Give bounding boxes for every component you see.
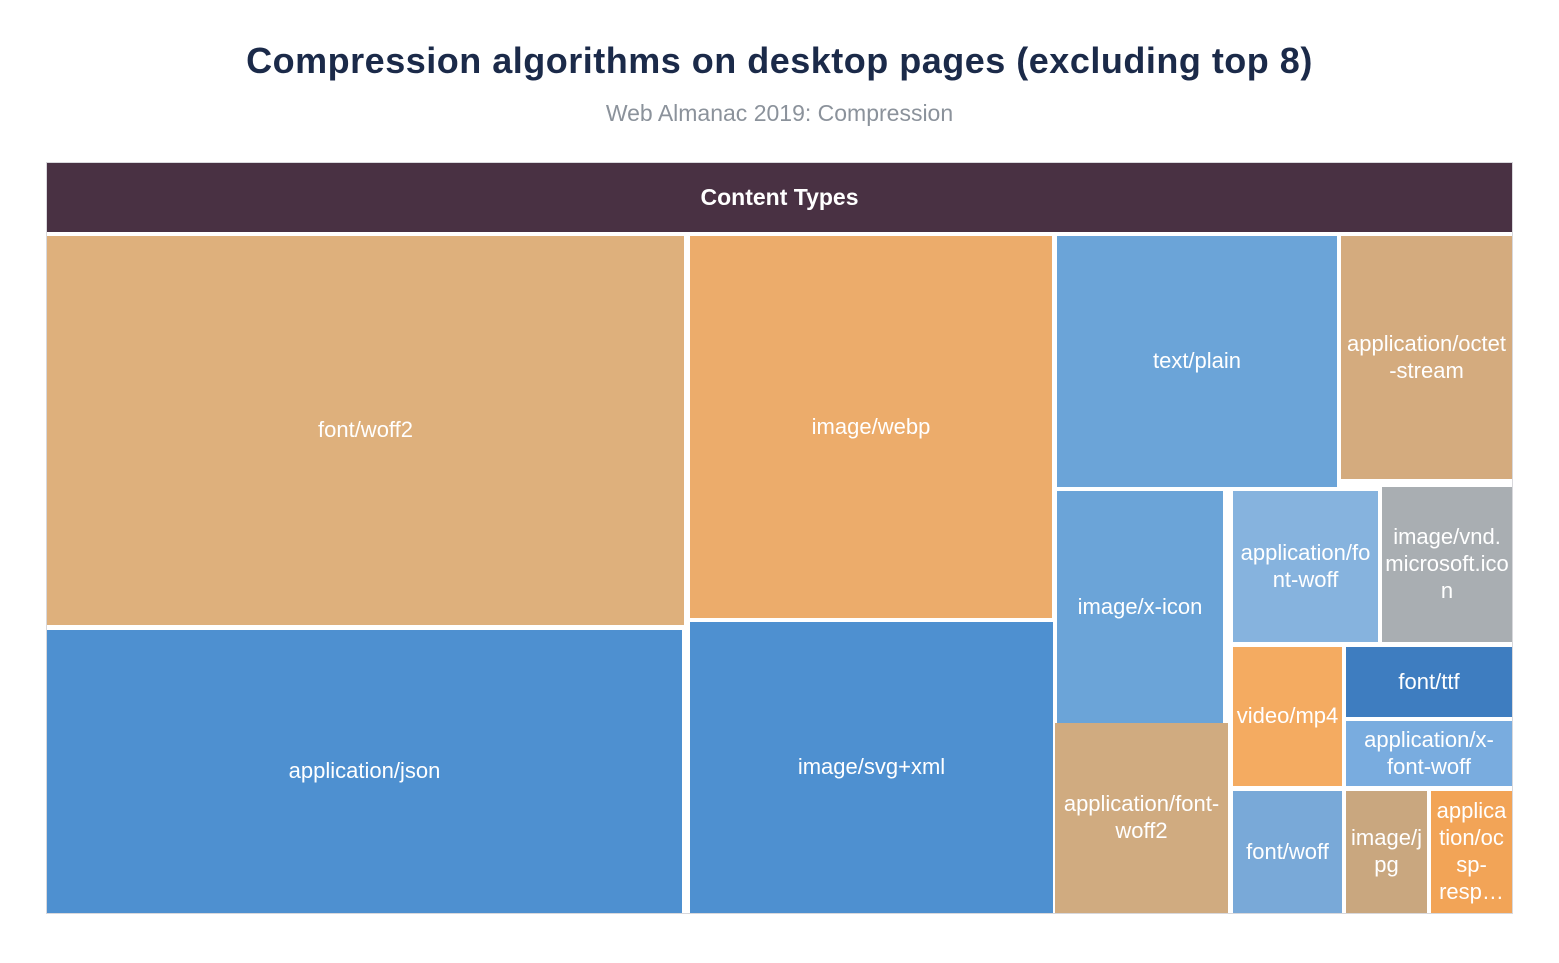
treemap-cell-application-octet-stream[interactable]: application/octet-stream (1341, 236, 1512, 479)
treemap-chart: Content Types font/woff2 image/webp text/p… (46, 162, 1513, 914)
treemap-cell-image-webp[interactable]: image/webp (690, 236, 1052, 618)
treemap-cell-label: font/woff2 (318, 417, 413, 443)
treemap-cell-image-vnd-microsoft-icon[interactable]: image/vnd.microsoft.icon (1382, 487, 1512, 642)
treemap-cell-label: application/ocsp-resp… (1436, 798, 1507, 904)
treemap-cell-label: image/x-icon (1077, 593, 1203, 619)
treemap-cell-image-jpg[interactable]: image/jpg (1346, 791, 1427, 913)
treemap-cell-label: application/json (288, 758, 441, 784)
treemap-cell-font-woff[interactable]: font/woff (1233, 791, 1342, 913)
chart-title: Compression algorithms on desktop pages … (246, 40, 1313, 81)
treemap-cell-label: application/font-woff (1240, 539, 1371, 592)
treemap-cell-text-plain[interactable]: text/plain (1057, 236, 1337, 487)
treemap-cell-font-ttf[interactable]: font/ttf (1346, 647, 1512, 717)
treemap-cell-label: image/vnd.microsoft.icon (1385, 524, 1509, 603)
treemap-cell-image-svg-xml[interactable]: image/svg+xml (690, 622, 1053, 913)
treemap-cell-label: video/mp4 (1236, 703, 1339, 729)
treemap-cell-label: text/plain (1152, 348, 1242, 374)
treemap-cell-font-woff2[interactable]: font/woff2 (47, 236, 684, 625)
treemap-cell-label: application/x-font-woff (1364, 726, 1494, 779)
treemap-cell-application-font-woff[interactable]: application/font-woff (1233, 491, 1378, 642)
treemap-cell-label: image/webp (811, 413, 931, 439)
treemap-cell-application-ocsp-resp[interactable]: application/ocsp-resp… (1431, 791, 1512, 913)
treemap-cell-application-json[interactable]: application/json (47, 630, 682, 913)
treemap-cell-video-mp4[interactable]: video/mp4 (1233, 647, 1342, 786)
chart-subtitle: Web Almanac 2019: Compression (605, 100, 954, 126)
treemap-cell-label: image/svg+xml (797, 754, 946, 780)
treemap-cell-label: application/octet-stream (1347, 330, 1506, 383)
treemap-cells-area: font/woff2 image/webp text/plain applicatio… (47, 236, 1512, 913)
treemap-cell-application-x-font-woff[interactable]: application/x-font-woff (1346, 721, 1512, 786)
treemap-cell-label: font/ttf (1398, 668, 1460, 694)
treemap-cell-application-font-woff2[interactable]: application/font-woff2 (1055, 723, 1228, 913)
treemap-cell-label: application/font-woff2 (1063, 791, 1220, 843)
treemap-cell-image-x-icon[interactable]: image/x-icon (1057, 491, 1223, 723)
treemap-header[interactable]: Content Types (47, 163, 1512, 232)
treemap-cell-label: font/woff (1246, 838, 1329, 864)
treemap-cell-label: image/jpg (1351, 825, 1422, 877)
